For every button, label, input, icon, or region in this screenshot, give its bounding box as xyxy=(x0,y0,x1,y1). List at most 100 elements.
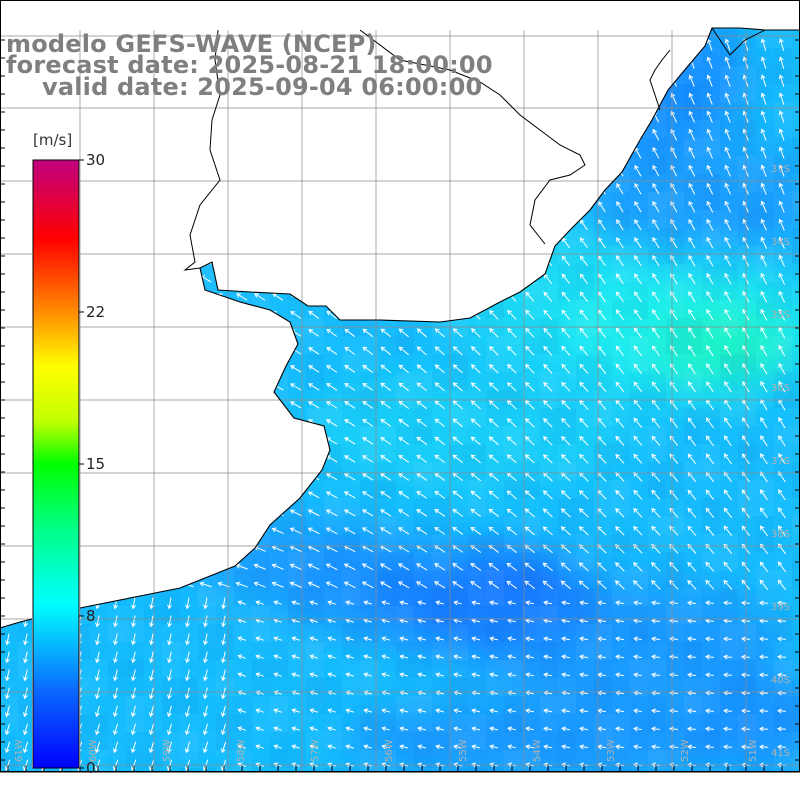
wind-arrow-599 xyxy=(490,275,498,284)
wind-arrow-463 xyxy=(418,221,426,230)
wind-arrow-929 xyxy=(92,420,103,425)
wind-arrow-597 xyxy=(454,275,462,284)
wind-arrow-1026 xyxy=(255,456,266,462)
wind-arrow-335 xyxy=(490,166,497,175)
wind-arrow-458 xyxy=(327,221,336,229)
wind-arrow-116 xyxy=(509,76,516,86)
wind-arrow-1018 xyxy=(110,456,121,461)
wind-arrow-75 xyxy=(563,58,569,68)
wind-arrow-163 xyxy=(563,94,569,104)
wind-arrow-719 xyxy=(273,330,283,336)
wind-arrow-211 xyxy=(635,112,641,123)
wind-arrow-407 xyxy=(201,204,211,211)
wind-arrow-673 xyxy=(237,312,247,318)
wind-arrow-196 xyxy=(364,113,372,122)
wind-arrow-166 xyxy=(617,94,623,105)
wind-arrow-573 xyxy=(20,276,31,281)
wind-arrow-589 xyxy=(309,275,319,282)
wind-arrow-713 xyxy=(165,330,176,336)
wind-arrow-894 xyxy=(255,402,266,408)
wind-arrow-541 xyxy=(237,258,247,265)
wind-arrow-977 xyxy=(164,438,175,443)
wind-arrow-323 xyxy=(273,167,282,175)
wind-arrow-273 xyxy=(165,150,175,157)
wind-arrow-1233 xyxy=(20,547,32,551)
wind-arrow-427 xyxy=(563,202,570,212)
wind-arrow-634 xyxy=(327,293,337,300)
wind-arrow-321 xyxy=(237,167,247,174)
wind-arrow-267 xyxy=(57,150,68,156)
wind-speed-field xyxy=(0,10,800,786)
title-valid-date: valid date: 2025-09-04 06:00:00 xyxy=(42,75,482,99)
wind-arrow-26 xyxy=(473,40,480,50)
wind-arrow-842 xyxy=(110,384,121,389)
wind-arrow-1365 xyxy=(24,598,28,609)
wind-arrow-122 xyxy=(617,76,623,87)
wind-arrow-1111 xyxy=(200,492,211,497)
wind-arrow-279 xyxy=(273,149,282,157)
wind-arrow-133 xyxy=(21,96,32,102)
lat-label-35s: 35S xyxy=(771,310,790,321)
wind-arrow-577 xyxy=(93,276,104,281)
wind-arrow-278 xyxy=(255,149,264,156)
wind-arrow-420 xyxy=(436,203,444,212)
wind-arrow-159 xyxy=(491,94,498,104)
wind-arrow-490 xyxy=(111,240,122,246)
wind-arrow-228 xyxy=(147,132,157,138)
wind-arrow-285 xyxy=(382,149,390,158)
wind-arrow-184 xyxy=(147,114,157,121)
wind-arrow-635 xyxy=(345,293,354,300)
wind-arrow-582 xyxy=(183,276,193,282)
wind-arrow-238 xyxy=(328,131,337,139)
wind-arrow-548 xyxy=(363,257,372,265)
wind-arrow-1287 xyxy=(200,564,211,569)
wind-arrow-1327 xyxy=(128,582,140,586)
colorbar-tick-22: 22 xyxy=(86,303,105,321)
wind-arrow-504 xyxy=(363,239,372,247)
wind-arrow-255 xyxy=(635,130,641,141)
wind-arrow-78 xyxy=(617,58,623,69)
wind-arrow-384 xyxy=(581,184,588,194)
wind-arrow-21 xyxy=(382,40,390,49)
lon-label-56w: 56W xyxy=(384,739,395,762)
wind-arrow-29 xyxy=(527,40,533,50)
wind-arrow-551 xyxy=(418,257,427,265)
wind-arrow-579 xyxy=(129,276,140,282)
wind-arrow-406 xyxy=(183,204,193,210)
wind-arrow-623 xyxy=(129,294,140,300)
wind-arrow-1201 xyxy=(236,528,247,533)
wind-arrow-592 xyxy=(363,275,372,283)
wind-arrow-807 xyxy=(273,366,283,372)
wind-arrow-792 xyxy=(2,366,14,370)
wind-arrow-317 xyxy=(165,168,175,174)
wind-arrow-891 xyxy=(201,402,212,408)
wind-arrow-32 xyxy=(581,40,587,51)
wind-arrow-199 xyxy=(418,112,426,121)
wind-arrow-1116 xyxy=(291,492,302,498)
wind-arrow-247 xyxy=(490,130,497,140)
wind-arrow-440 xyxy=(2,222,13,227)
wind-arrow-572 xyxy=(2,276,13,281)
wind-arrow-1144 xyxy=(2,511,14,515)
wind-arrow-1155 xyxy=(200,510,211,515)
wind-arrow-621 xyxy=(92,294,103,299)
wind-arrow-1242 xyxy=(182,546,193,551)
wind-arrow-288 xyxy=(436,148,444,157)
wind-arrow-265 xyxy=(21,150,32,155)
wind-arrow-493 xyxy=(165,240,175,246)
wind-arrow-447 xyxy=(129,222,140,228)
wind-arrow-1329 xyxy=(164,582,176,586)
wind-arrow-284 xyxy=(364,149,372,157)
wind-arrow-376 xyxy=(436,185,444,194)
wind-arrow-627 xyxy=(201,294,211,300)
wind-arrow-549 xyxy=(382,257,391,265)
wind-arrow-411 xyxy=(273,203,283,210)
wind-arrow-837 xyxy=(20,384,32,388)
wind-arrow-973 xyxy=(92,438,103,443)
wind-arrow-424 xyxy=(508,202,515,211)
wind-arrow-529 xyxy=(20,258,31,263)
wind-arrow-328 xyxy=(364,167,373,175)
wind-arrow-249 xyxy=(527,130,534,140)
wind-arrow-459 xyxy=(345,221,354,229)
wind-arrow-245 xyxy=(454,130,462,139)
